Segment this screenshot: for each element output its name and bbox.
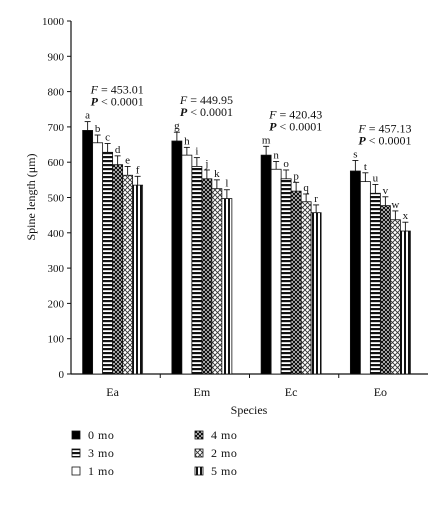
bar xyxy=(201,178,213,375)
y-tick-label: 600 xyxy=(48,157,65,169)
significance-letter: q xyxy=(303,182,309,194)
bar xyxy=(211,188,223,375)
y-tick-label: 400 xyxy=(48,228,65,240)
y-tick-label: 500 xyxy=(48,193,65,205)
y-tick-label: 800 xyxy=(48,87,65,99)
bar xyxy=(181,154,193,375)
bar xyxy=(221,198,233,375)
bar xyxy=(300,201,312,375)
legend: 0 mo 4 mo 3 mo 2 mo 1 mo 5 mo xyxy=(71,428,237,478)
significance-letter: j xyxy=(204,158,208,170)
bar xyxy=(359,181,371,375)
bar xyxy=(379,205,391,375)
y-tick-label: 700 xyxy=(48,122,65,134)
y-tick-label: 100 xyxy=(48,334,65,346)
significance-letter: f xyxy=(136,164,140,176)
legend-label: 1 mo xyxy=(88,464,114,478)
bar xyxy=(260,154,272,375)
bar xyxy=(122,174,134,375)
legend-swatch xyxy=(71,430,81,440)
y-tick-label: 0 xyxy=(59,369,65,381)
legend-swatch xyxy=(71,466,81,476)
bar xyxy=(389,219,401,375)
significance-letter: i xyxy=(195,146,198,158)
significance-letter: h xyxy=(184,135,190,147)
bar xyxy=(102,151,114,375)
f-statistic: F = 457.13 xyxy=(357,121,411,135)
significance-letter: d xyxy=(115,144,121,156)
legend-label: 3 mo xyxy=(88,446,114,460)
significance-letter: k xyxy=(214,168,220,180)
significance-letter: c xyxy=(105,131,110,143)
significance-letter: r xyxy=(314,193,318,205)
significance-letter: a xyxy=(85,110,90,122)
y-axis-title: Spine length (μm) xyxy=(24,153,38,240)
significance-letter: b xyxy=(95,123,101,135)
significance-letter: t xyxy=(364,161,367,173)
legend-label: 5 mo xyxy=(211,464,237,478)
bar xyxy=(369,192,381,375)
significance-letter: s xyxy=(353,148,357,160)
significance-letter: l xyxy=(225,178,228,190)
bar xyxy=(310,212,322,375)
significance-letter: g xyxy=(174,120,180,132)
significance-letter: o xyxy=(283,158,289,170)
legend-label: 0 mo xyxy=(88,428,114,442)
legend-swatch xyxy=(194,430,204,440)
significance-letter: m xyxy=(262,134,271,146)
bar xyxy=(280,178,292,375)
category-label: Eo xyxy=(374,385,387,399)
y-tick-label: 300 xyxy=(48,263,65,275)
y-tick-label: 900 xyxy=(48,51,65,63)
legend-swatch xyxy=(194,466,204,476)
bar xyxy=(349,170,361,375)
bar xyxy=(191,166,203,375)
p-value: P < 0.0001 xyxy=(91,95,144,109)
bar xyxy=(132,184,144,375)
category-label: Ea xyxy=(106,385,119,399)
legend-swatch xyxy=(194,448,204,458)
significance-letter: u xyxy=(373,172,379,184)
f-statistic: F = 420.43 xyxy=(268,107,322,121)
bar xyxy=(171,140,183,375)
legend-swatch xyxy=(71,448,81,458)
significance-letter: e xyxy=(125,154,130,166)
significance-letter: n xyxy=(273,149,279,161)
p-value: P < 0.0001 xyxy=(358,133,411,147)
bar xyxy=(290,190,302,375)
p-value: P < 0.0001 xyxy=(269,119,322,133)
y-tick-label: 1000 xyxy=(42,16,65,28)
significance-letter: p xyxy=(293,170,299,182)
category-label: Ec xyxy=(285,385,298,399)
bar xyxy=(270,168,282,375)
y-tick-label: 200 xyxy=(48,298,65,310)
legend-label: 4 mo xyxy=(211,428,237,442)
significance-letter: v xyxy=(383,185,389,197)
x-axis-title: Species xyxy=(231,403,268,417)
bar xyxy=(92,142,104,375)
p-value: P < 0.0001 xyxy=(180,105,233,119)
significance-letter: w xyxy=(391,199,399,211)
f-statistic: F = 453.01 xyxy=(90,83,144,97)
category-label: Em xyxy=(194,385,211,399)
bar xyxy=(82,130,94,375)
significance-letter: x xyxy=(403,210,409,222)
bar xyxy=(112,164,124,375)
f-statistic: F = 449.95 xyxy=(179,93,233,107)
legend-label: 2 mo xyxy=(211,446,237,460)
bar xyxy=(399,230,411,375)
